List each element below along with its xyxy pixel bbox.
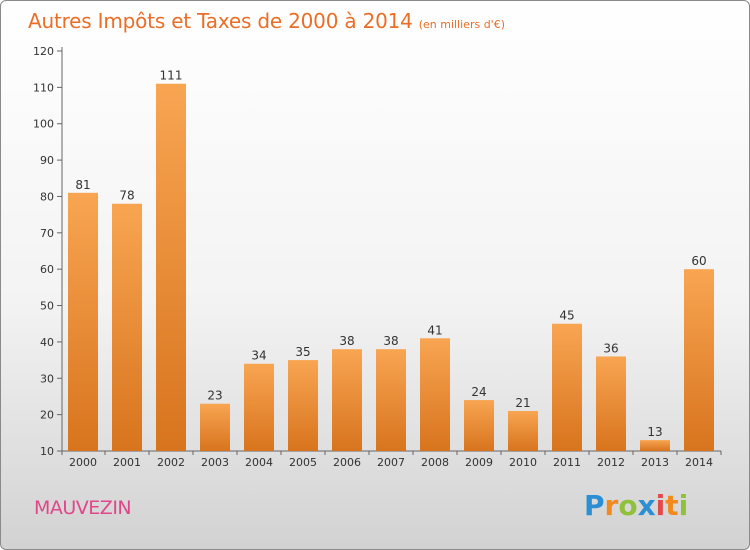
- data-label: 45: [559, 309, 574, 323]
- x-tick-label: 2000: [69, 456, 97, 469]
- y-tick-label: 70: [40, 227, 54, 240]
- y-tick-label: 60: [40, 263, 54, 276]
- bar: [68, 192, 98, 451]
- bar: [420, 338, 450, 451]
- brand-letter: r: [604, 489, 619, 522]
- bar: [552, 323, 582, 451]
- data-label: 60: [691, 254, 706, 268]
- bar: [640, 440, 670, 451]
- x-tick-label: 2002: [157, 456, 185, 469]
- x-tick-label: 2013: [641, 456, 669, 469]
- labels: 81 2000 78 2001 111 2002 23 2003 34 2004 35 2005 38 2…: [69, 69, 713, 469]
- y-tick-label: 50: [40, 300, 54, 313]
- bar: [156, 83, 186, 452]
- x-tick-label: 2009: [465, 456, 493, 469]
- x-tick-label: 2005: [289, 456, 317, 469]
- x-tick-label: 2014: [685, 456, 713, 469]
- bar: [464, 400, 494, 451]
- y-tick-label: 30: [40, 372, 54, 385]
- y-tick-label: 10: [40, 445, 54, 458]
- brand-letter: o: [618, 489, 638, 522]
- x-tick-label: 2010: [509, 456, 537, 469]
- brand-letter: t: [665, 489, 679, 522]
- data-label: 38: [383, 334, 398, 348]
- x-tick-label: 2004: [245, 456, 273, 469]
- x-tick-label: 2001: [113, 456, 141, 469]
- x-tick-label: 2011: [553, 456, 581, 469]
- chart-title-text: Autres Impôts et Taxes de 2000 à 2014: [28, 9, 413, 33]
- x-tick-label: 2012: [597, 456, 625, 469]
- y-tick-label: 80: [40, 190, 54, 203]
- data-label: 81: [75, 178, 90, 192]
- bars: [68, 83, 714, 452]
- bar: [288, 360, 318, 451]
- bar: [112, 203, 142, 451]
- bar: [244, 363, 274, 451]
- y-tick-label: 20: [40, 409, 54, 422]
- x-tick-label: 2008: [421, 456, 449, 469]
- y-tick-label: 40: [40, 336, 54, 349]
- bar: [596, 356, 626, 451]
- brand-letter: x: [637, 489, 656, 522]
- x-tick-label: 2006: [333, 456, 361, 469]
- data-label: 41: [427, 323, 442, 337]
- data-label: 35: [295, 345, 310, 359]
- chart-unit: (en milliers d'€): [418, 18, 505, 31]
- commune-name: MAUVEZIN: [34, 497, 132, 519]
- data-label: 111: [160, 69, 183, 83]
- bar: [200, 403, 230, 451]
- data-label: 78: [119, 189, 134, 203]
- data-label: 24: [471, 385, 486, 399]
- y-tick-label: 90: [40, 154, 54, 167]
- x-tick-label: 2003: [201, 456, 229, 469]
- data-label: 13: [647, 425, 662, 439]
- data-label: 23: [207, 389, 222, 403]
- bar: [332, 349, 362, 451]
- brand-logo: Proxiti: [584, 489, 688, 522]
- data-label: 21: [515, 396, 530, 410]
- brand-letter: P: [584, 489, 605, 522]
- bar: [684, 269, 714, 451]
- chart-title: Autres Impôts et Taxes de 2000 à 2014 (en…: [28, 9, 505, 33]
- axes: 10 20 30 40 50 60 70 80 90 100 110 120: [33, 45, 722, 458]
- brand-letter: i: [655, 489, 666, 522]
- data-label: 36: [603, 341, 618, 355]
- brand-letter: i: [678, 489, 689, 522]
- data-label: 34: [251, 349, 266, 363]
- data-label: 38: [339, 334, 354, 348]
- y-tick-label: 110: [33, 81, 54, 94]
- y-tick-label: 100: [33, 118, 54, 131]
- bar: [508, 411, 538, 451]
- x-tick-label: 2007: [377, 456, 405, 469]
- y-tick-label: 120: [33, 45, 54, 58]
- bar: [376, 349, 406, 451]
